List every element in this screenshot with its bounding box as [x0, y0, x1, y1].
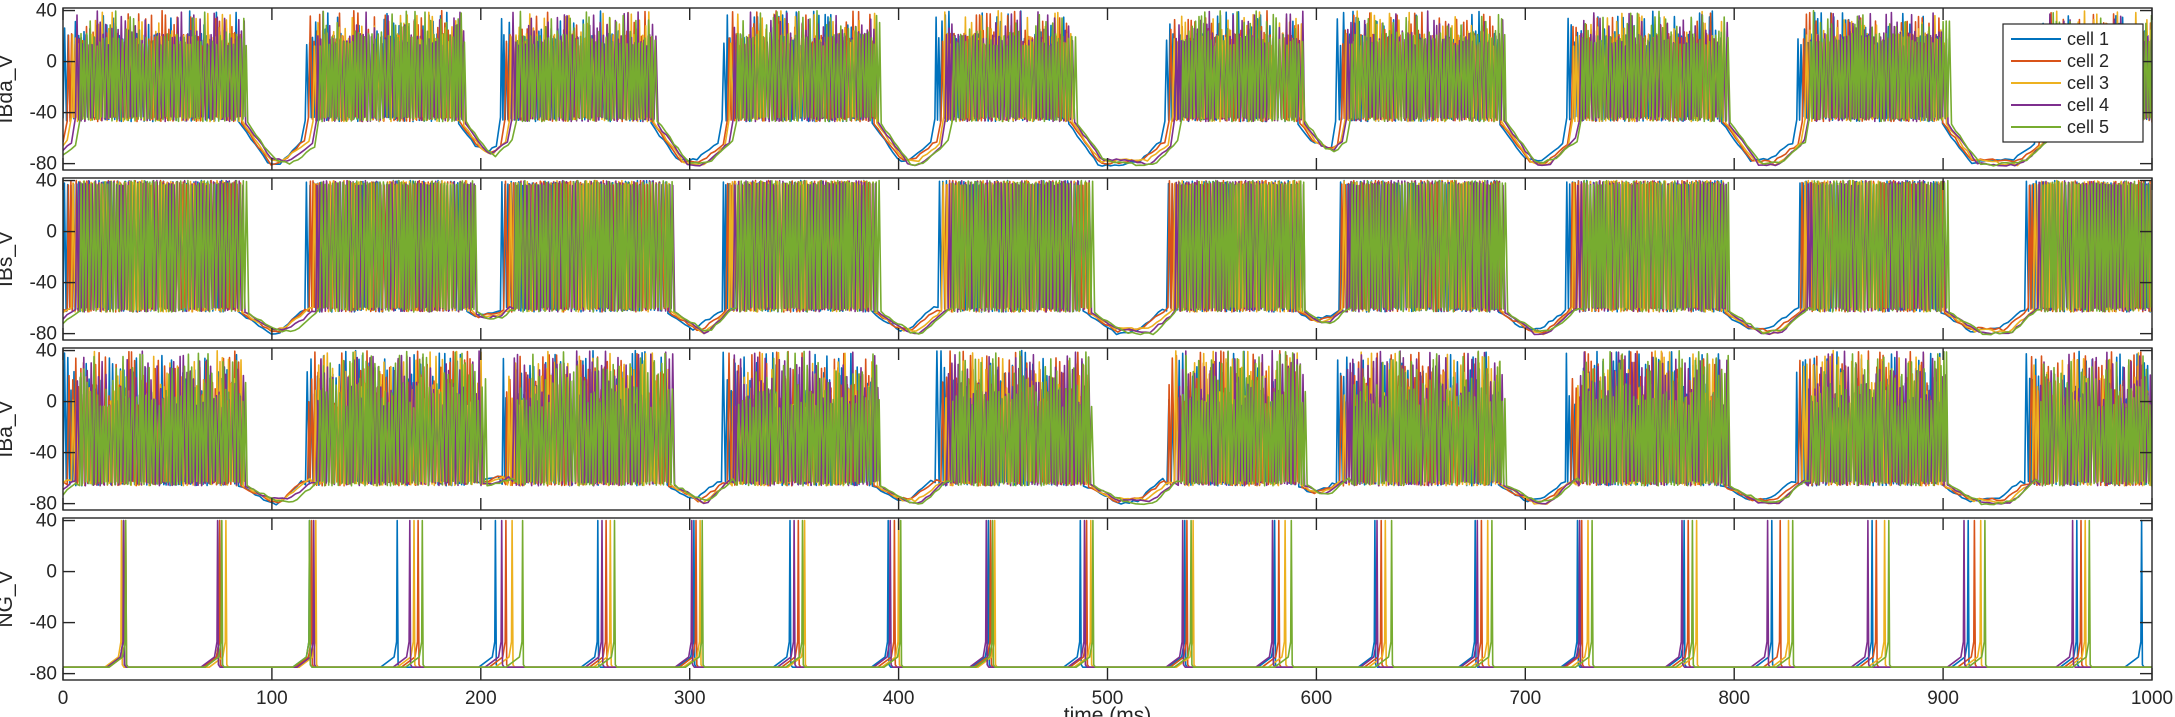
x-tick-label: 100	[256, 688, 288, 709]
y-tick-label: -80	[30, 324, 57, 345]
x-tick-label: 300	[674, 688, 706, 709]
trace-cell-5	[63, 350, 2152, 506]
x-tick-label: 200	[465, 688, 497, 709]
y-tick-label: -80	[30, 494, 57, 515]
trace-cell-2	[63, 519, 2152, 668]
y-tick-label: -40	[30, 273, 57, 294]
x-tick-label: 500	[1092, 688, 1124, 709]
y-tick-label: 0	[46, 52, 57, 73]
panel-3: 40 0 -40 -80 IBa_V	[0, 341, 2153, 515]
x-tick-label: 900	[1927, 688, 1959, 709]
x-axis-label: time (ms)	[1064, 704, 1152, 717]
x-tick-label: 1000	[2131, 688, 2173, 709]
y-tick-label: 0	[46, 222, 57, 243]
legend-entry: cell 2	[2067, 51, 2109, 71]
trace-cell-1	[63, 519, 2152, 668]
y-tick-label: -80	[30, 154, 57, 175]
y-tick-label: -40	[30, 103, 57, 124]
panel-2: 40 0 -40 -80 IBs_V	[0, 171, 2153, 345]
legend-entry: cell 1	[2067, 29, 2109, 49]
trace-cell-5	[63, 9, 2152, 167]
x-tick-label: 0	[58, 688, 69, 709]
y-tick-label: -80	[30, 664, 57, 685]
y-tick-label: 0	[46, 392, 57, 413]
legend-entry: cell 3	[2067, 73, 2109, 93]
axes-frame	[62, 517, 2153, 681]
panel-4: 40 0 -40 -80 NG_V	[0, 511, 2153, 685]
y-tick-label: 40	[36, 171, 57, 192]
y-tick-label: -40	[30, 613, 57, 634]
x-tick-label: 800	[1718, 688, 1750, 709]
y-tick-label: -40	[30, 443, 57, 464]
x-tick-label: 600	[1301, 688, 1333, 709]
legend-entry: cell 4	[2067, 95, 2109, 115]
y-tick-label: 40	[36, 511, 57, 532]
panel-1: 40 0 -40 -80 IBda_V	[0, 1, 2153, 175]
y-tick-label: 40	[36, 341, 57, 362]
y-axis-label: NG_V	[0, 570, 17, 627]
y-tick-label: 40	[36, 1, 57, 22]
x-tick-label: 700	[1509, 688, 1541, 709]
x-tick-label: 400	[883, 688, 915, 709]
trace-cell-5	[63, 179, 2152, 336]
y-tick-label: 0	[46, 562, 57, 583]
trace-cell-4	[63, 519, 2152, 668]
trace-cell-5	[63, 519, 2152, 668]
legend-entry: cell 5	[2067, 117, 2109, 137]
y-axis-label: IBa_V	[0, 400, 17, 457]
y-axis-label: IBs_V	[0, 231, 17, 287]
trace-cell-3	[63, 519, 2152, 668]
y-axis-label: IBda_V	[0, 55, 17, 124]
